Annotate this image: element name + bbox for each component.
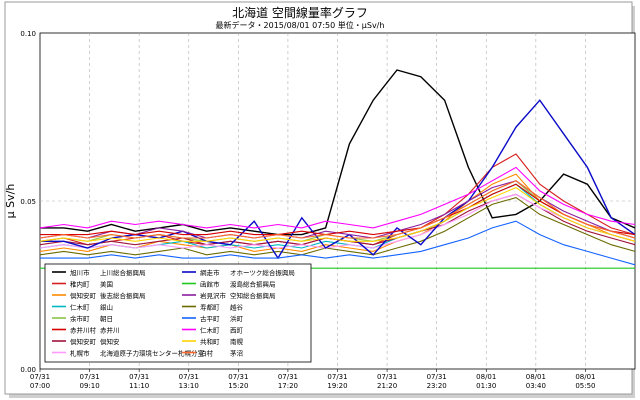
legend-place: 美国	[100, 280, 113, 289]
legend-city: 余市町	[70, 314, 90, 323]
legend-place: 茅沼	[230, 349, 243, 358]
y-tick-label: 0.10	[20, 30, 36, 38]
y-tick-label: 0.00	[20, 366, 36, 374]
legend-place: 越谷	[230, 303, 244, 312]
x-tick-time: 05:50	[575, 382, 595, 390]
legend-place: 西町	[230, 327, 244, 335]
x-tick-date: 08/01	[476, 373, 496, 381]
x-tick-time: 01:30	[476, 382, 496, 390]
x-tick-date: 07/31	[427, 373, 447, 381]
x-tick-time: 03:40	[526, 382, 546, 390]
legend-box	[44, 263, 312, 363]
legend-place: 渡島総合振興局	[230, 280, 276, 289]
legend-city: 寿都町	[200, 303, 220, 312]
y-tick-label: 0.05	[20, 198, 36, 206]
x-tick-time: 17:20	[278, 382, 298, 390]
legend-city: 古平町	[200, 314, 220, 323]
x-tick-date: 07/31	[228, 373, 248, 381]
x-ticks: 07/3107:0007/3109:1007/3111:1007/3113:10…	[30, 369, 596, 390]
series-line	[40, 220, 636, 266]
x-tick-time: 07:00	[30, 382, 50, 390]
chart-subtitle: 最新データ・2015/08/01 07:50 単位・μSv/h	[216, 20, 385, 30]
x-tick-date: 07/31	[377, 373, 397, 381]
y-axis-label: μ Sv/h	[4, 184, 17, 219]
series-line	[39, 193, 636, 249]
x-tick-date: 07/31	[30, 373, 50, 381]
legend-city: 倶知安町	[70, 337, 97, 346]
legend-place: 上川総合振興局	[100, 268, 146, 277]
legend-place: 北海道原子力環境センター札幌分室	[100, 349, 205, 358]
series-line	[39, 196, 636, 256]
legend-place: 後志総合振興局	[100, 291, 146, 300]
legend-place: 浜町	[230, 314, 244, 323]
x-tick-time: 19:20	[327, 382, 347, 390]
x-tick-time: 15:20	[228, 382, 248, 390]
legend-city: 網走市	[200, 268, 220, 277]
legend-city: 旭川市	[70, 268, 90, 277]
series-line	[39, 166, 636, 229]
x-tick-date: 07/31	[79, 373, 99, 381]
legend-city: 赤井川村	[70, 326, 97, 335]
x-tick-time: 13:10	[179, 382, 199, 390]
series-line	[39, 180, 636, 239]
legend-place: 倶知安	[100, 337, 120, 346]
legend-city: 倶知安町	[70, 291, 97, 300]
legend-place: 南幌	[230, 337, 244, 346]
chart-title: 北海道 空間線量率グラフ	[232, 5, 368, 20]
series-line	[40, 99, 636, 260]
legend-city: 泊村	[200, 349, 214, 358]
legend-place: オホーツク総合振興局	[230, 268, 295, 277]
series-line	[40, 183, 636, 236]
x-tick-date: 08/01	[575, 373, 595, 381]
x-tick-date: 07/31	[129, 373, 149, 381]
series-line	[39, 186, 636, 242]
legend-city: 岩見沢市	[200, 291, 227, 300]
legend-place: 銀山	[100, 303, 113, 312]
legend-place: 朝日	[100, 315, 113, 323]
x-tick-date: 08/01	[526, 373, 546, 381]
x-tick-time: 23:20	[427, 382, 447, 390]
legend-place: 赤井川	[100, 326, 120, 335]
x-tick-date: 07/31	[278, 373, 298, 381]
legend-city: 函館市	[200, 280, 220, 289]
series-group	[39, 69, 636, 269]
x-tick-date: 07/31	[179, 373, 199, 381]
series-line	[40, 69, 636, 236]
legend-city: 仁木町	[200, 326, 220, 335]
legend-city: 共和町	[200, 337, 220, 346]
legend-city: 札幌市	[70, 349, 90, 358]
x-tick-time: 09:10	[79, 382, 99, 390]
x-tick-time: 11:10	[129, 382, 149, 390]
legend-city: 稚内町	[70, 280, 90, 289]
x-tick-date: 07/31	[327, 373, 347, 381]
legend-place: 空知総合振興局	[230, 291, 276, 300]
y-ticks: 0.00 0.05 0.10	[20, 30, 36, 374]
x-tick-time: 21:20	[377, 382, 397, 390]
legend-city: 仁木町	[70, 303, 90, 312]
